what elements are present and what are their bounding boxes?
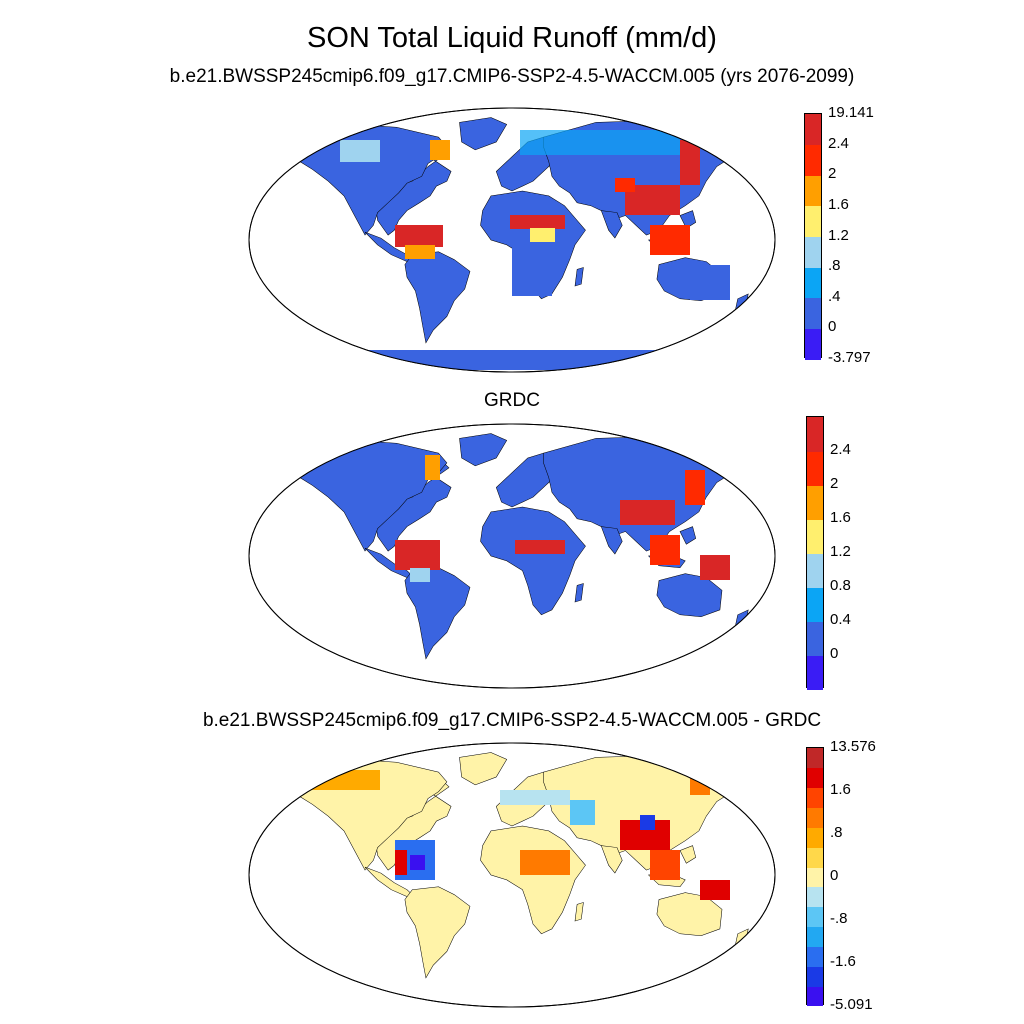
- colorbar-segment: [807, 886, 823, 908]
- colorbar-tick-label: 1.2: [828, 226, 849, 244]
- colorbar-tick-label: 2.4: [828, 134, 849, 152]
- map-model: [248, 107, 776, 373]
- colorbar-segment: [805, 175, 821, 207]
- colorbar-segment: [807, 519, 823, 554]
- colorbar-tick-label: .8: [828, 257, 841, 275]
- colorbar-tick-label: 19.141: [828, 104, 874, 121]
- colorbar-segment: [807, 655, 823, 690]
- colorbar-segment: [805, 114, 821, 146]
- colorbar-segment: [805, 297, 821, 329]
- colorbar-segment: [807, 807, 823, 828]
- panel-diff-title: b.e21.BWSSP245cmip6.f09_g17.CMIP6-SSP2-4…: [202, 710, 822, 731]
- colorbar-tick-label: 0: [830, 645, 839, 662]
- colorbar-tick-label: -.8: [830, 910, 848, 927]
- colorbar-diff: -5.091 -1.6 -.8 0 .8 1.6 13.576: [806, 739, 926, 1012]
- colorbar-model: -3.797 0 .4 .8 1.2 1.6 2 2.4 19.141: [804, 105, 924, 366]
- colorbar-tick-label: 2: [828, 165, 837, 183]
- colorbar-segment: [805, 328, 821, 360]
- colorbar-segment: [807, 417, 823, 452]
- colorbar-diff-box: [806, 747, 824, 1007]
- colorbar-tick-label: .4: [828, 287, 841, 305]
- colorbar-segment: [807, 986, 823, 1007]
- colorbar-obs: 0 0.4 0.8 1.2 1.6 2 2.4: [806, 416, 926, 692]
- colorbar-segment: [807, 748, 823, 769]
- colorbar-tick-label: 0.8: [830, 577, 851, 594]
- colorbar-segment: [807, 553, 823, 588]
- colorbar-tick-label: 2: [830, 475, 839, 492]
- colorbar-model-box: [804, 113, 822, 360]
- colorbar-segment: [807, 827, 823, 848]
- map-obs: [248, 423, 776, 689]
- colorbar-tick-label: 1.6: [830, 781, 851, 798]
- obs-hotspots: [395, 455, 730, 582]
- colorbar-tick-label: 0.4: [830, 611, 851, 628]
- colorbar-segment: [805, 236, 821, 268]
- colorbar-segment: [807, 946, 823, 967]
- colorbar-segment: [807, 451, 823, 486]
- colorbar-segment: [807, 587, 823, 622]
- colorbar-tick-label: 1.6: [828, 195, 849, 213]
- colorbar-segment: [805, 205, 821, 237]
- colorbar-segment: [807, 847, 823, 868]
- colorbar-segment: [807, 485, 823, 520]
- main-title: SON Total Liquid Runoff (mm/d): [307, 22, 717, 54]
- panel-obs-title: GRDC: [484, 390, 540, 411]
- colorbar-segment: [807, 867, 823, 888]
- colorbar-segment: [807, 787, 823, 809]
- colorbar-tick-label: 2.4: [830, 441, 851, 458]
- colorbar-tick-label: 0: [828, 318, 837, 336]
- colorbar-tick-label: -1.6: [830, 953, 856, 970]
- colorbar-tick-label: 13.576: [830, 738, 876, 755]
- colorbar-segment: [807, 906, 823, 928]
- panel-model-title: b.e21.BWSSP245cmip6.f09_g17.CMIP6-SSP2-4…: [169, 66, 855, 87]
- colorbar-segment: [807, 926, 823, 947]
- colorbar-obs-box: [806, 416, 824, 690]
- colorbar-segment: [807, 767, 823, 789]
- colorbar-segment: [807, 966, 823, 987]
- colorbar-tick-label: 1.2: [830, 543, 851, 560]
- colorbar-tick-label: 1.6: [830, 509, 851, 526]
- colorbar-tick-label: .8: [830, 824, 843, 841]
- colorbar-tick-label: 0: [830, 867, 839, 884]
- map-diff: [248, 742, 776, 1008]
- colorbar-segment: [805, 144, 821, 176]
- colorbar-tick-label: -5.091: [830, 996, 873, 1013]
- colorbar-tick-label: -3.797: [828, 349, 871, 366]
- colorbar-segment: [807, 621, 823, 656]
- colorbar-segment: [805, 267, 821, 299]
